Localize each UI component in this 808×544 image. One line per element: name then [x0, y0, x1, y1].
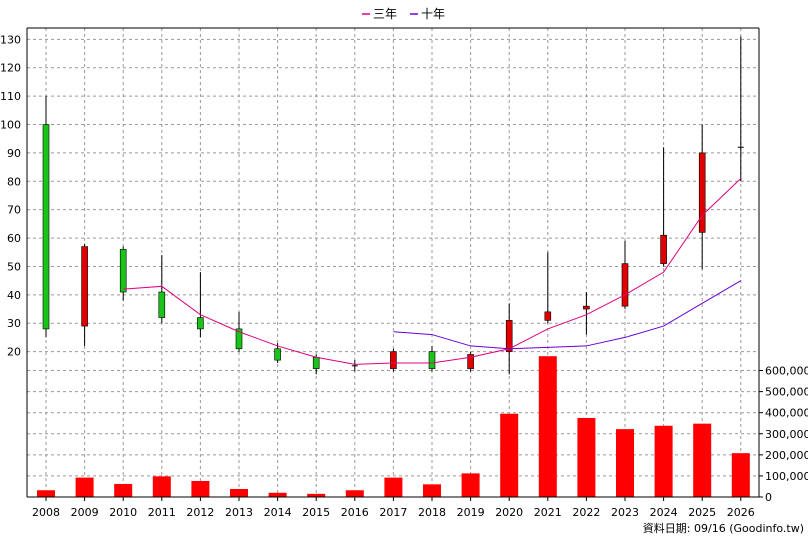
legend-label: 三年: [373, 7, 397, 21]
volume-bar: [75, 477, 94, 497]
volume-bar: [423, 484, 441, 497]
candle-body: [544, 311, 552, 321]
candle-body: [390, 351, 397, 369]
ma-line-ten-year: [393, 280, 742, 350]
volume-tick-label: 600,000: [765, 365, 808, 378]
volume-bar: [731, 453, 750, 497]
x-tick-label: 2013: [225, 506, 253, 519]
price-tick-label: 60: [7, 232, 21, 245]
volume-bar: [500, 413, 519, 497]
volume-bar: [654, 425, 673, 497]
x-tick-label: 2019: [457, 506, 485, 519]
volume-tick-label: 400,000: [765, 407, 808, 420]
price-tick-label: 50: [7, 260, 21, 273]
ma-line-three-year: [123, 178, 742, 365]
candle-body: [660, 234, 667, 264]
candle-body: [698, 152, 706, 233]
price-tick-label: 40: [7, 289, 21, 302]
volume-bar: [693, 423, 712, 497]
candle-body: [428, 351, 436, 369]
candle-body: [312, 356, 320, 369]
price-tick-label: 110: [0, 90, 21, 103]
axis-labels: 20 30 40 50 60 70 80 90 100 110 120 130 0 100,000 200,…: [0, 33, 808, 519]
candle-body: [42, 124, 50, 330]
volume-bars: [37, 356, 750, 497]
volume-bar: [461, 473, 480, 497]
volume-bar: [616, 429, 634, 497]
x-tick-label: 2008: [32, 506, 60, 519]
candle-body: [583, 305, 590, 310]
x-tick-label: 2012: [186, 506, 214, 519]
candle-body: [621, 263, 629, 307]
volume-tick-label: 500,000: [765, 386, 808, 399]
x-tick-label: 2011: [148, 506, 176, 519]
x-tick-label: 2016: [341, 506, 369, 519]
x-tick-label: 2018: [418, 506, 446, 519]
x-tick-label: 2015: [302, 506, 330, 519]
price-tick-label: 30: [7, 317, 21, 330]
candle-body: [158, 291, 166, 318]
x-tick-label: 2026: [727, 506, 755, 519]
x-tick-label: 2024: [650, 506, 678, 519]
volume-bar: [538, 356, 557, 497]
volume-bar: [268, 492, 287, 497]
x-tick-label: 2023: [611, 506, 639, 519]
price-tick-label: 130: [0, 33, 21, 46]
data-date-footer: 資料日期: 09/16 (Goodinfo.tw): [643, 521, 804, 535]
volume-bar: [114, 483, 133, 497]
volume-bar: [384, 477, 403, 497]
x-tick-label: 2025: [688, 506, 716, 519]
x-tick-label: 2017: [379, 506, 407, 519]
volume-bar: [577, 417, 596, 497]
moving-average-lines: [123, 178, 742, 365]
volume-tick-label: 100,000: [765, 470, 808, 483]
volume-tick-label: 0: [765, 491, 772, 504]
candle-body: [505, 320, 513, 352]
price-tick-label: 100: [0, 119, 21, 132]
volume-bar: [191, 480, 210, 497]
x-tick-label: 2021: [534, 506, 562, 519]
grid-layer: [27, 28, 759, 498]
price-tick-label: 120: [0, 62, 21, 75]
x-tick-label: 2010: [109, 506, 137, 519]
candle-body: [81, 246, 88, 327]
x-tick-label: 2022: [572, 506, 600, 519]
volume-bar: [307, 493, 326, 497]
candle-body: [119, 249, 127, 293]
x-tick-label: 2020: [495, 506, 523, 519]
x-tick-label: 2009: [71, 506, 99, 519]
volume-bar: [345, 490, 364, 497]
price-tick-label: 70: [7, 204, 21, 217]
candle-body: [235, 328, 243, 350]
volume-tick-label: 300,000: [765, 428, 808, 441]
price-tick-label: 20: [7, 346, 21, 359]
volume-bar: [230, 488, 248, 497]
price-tick-label: 90: [7, 147, 21, 160]
candle-body: [197, 317, 204, 330]
x-tick-label: 2014: [264, 506, 292, 519]
legend: 三年 十年: [362, 7, 445, 21]
chart-frame: [26, 27, 760, 498]
legend-label: 十年: [421, 7, 445, 21]
volume-tick-label: 200,000: [765, 449, 808, 462]
candle-body: [274, 348, 281, 361]
volume-bar: [152, 476, 171, 497]
price-tick-label: 80: [7, 175, 21, 188]
candlesticks: [42, 36, 744, 375]
candle-body: [467, 354, 474, 369]
volume-bar: [37, 490, 55, 497]
